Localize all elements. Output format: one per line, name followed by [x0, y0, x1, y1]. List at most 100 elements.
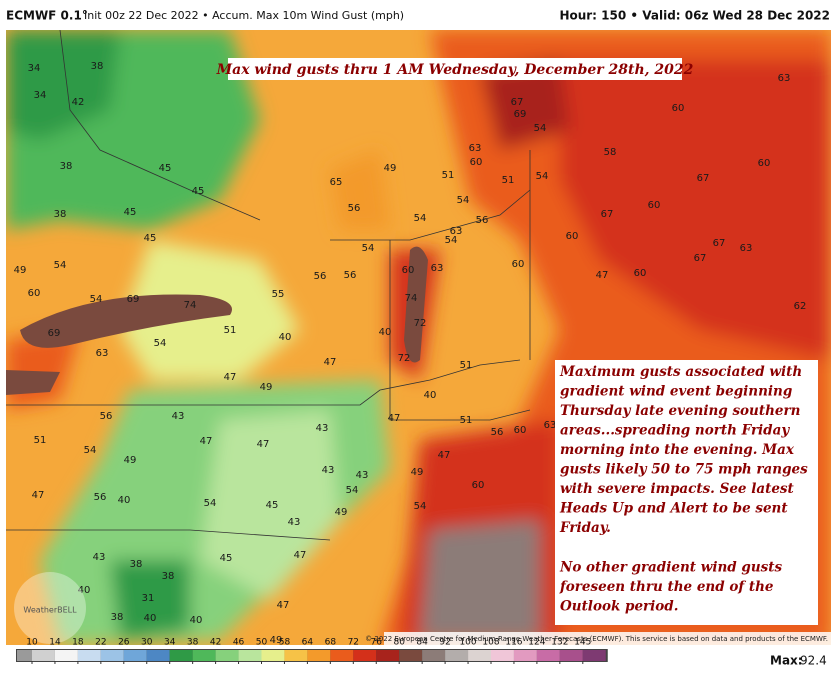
- colorbar-swatch: [330, 650, 354, 661]
- colorbar-tick-label: 100: [459, 638, 476, 648]
- gust-label: 49: [124, 455, 137, 466]
- colorbar-tick-label: 38: [187, 638, 199, 648]
- gust-label: 51: [224, 325, 237, 336]
- gust-label: 51: [34, 435, 47, 446]
- gust-label: 38: [130, 559, 143, 570]
- gust-label: 67: [713, 238, 726, 249]
- gust-label: 40: [279, 332, 292, 343]
- mountain-max: [404, 246, 428, 363]
- header-bar: [0, 0, 837, 30]
- note-line: Thursday late evening southern: [560, 403, 800, 419]
- colorbar-tick-label: 58: [279, 638, 291, 648]
- map-title: Max wind gusts thru 1 AM Wednesday, Dece…: [216, 62, 694, 78]
- gust-label: 60: [648, 200, 661, 211]
- gust-label: 40: [379, 327, 392, 338]
- gust-label: 47: [324, 357, 337, 368]
- gust-label: 60: [28, 288, 41, 299]
- colorbar-swatch: [261, 650, 285, 661]
- gust-label: 38: [91, 61, 104, 72]
- gust-label: 56: [476, 215, 489, 226]
- gust-label: 63: [469, 143, 482, 154]
- header-model: ECMWF 0.1°: [6, 9, 88, 23]
- gust-label: 49: [270, 635, 283, 646]
- gust-label: 47: [200, 436, 213, 447]
- colorbar-swatch: [123, 650, 147, 661]
- gust-label: 40: [144, 613, 157, 624]
- gust-label: 45: [220, 553, 233, 564]
- gust-label: 72: [414, 318, 427, 329]
- gust-label: 40: [78, 585, 91, 596]
- gust-label: 54: [204, 498, 217, 509]
- colorbar-swatch: [513, 650, 537, 661]
- gust-label: 47: [388, 413, 401, 424]
- colorbar-swatch: [376, 650, 400, 661]
- gust-label: 47: [438, 450, 451, 461]
- colorbar-tick-label: 50: [256, 638, 268, 648]
- gust-label: 47: [32, 490, 45, 501]
- gust-label: 56: [314, 271, 327, 282]
- max-value: 92.4: [800, 654, 827, 668]
- gust-label: 54: [534, 123, 547, 134]
- gust-label: 51: [460, 415, 473, 426]
- colorbar-tick-label: 18: [72, 638, 84, 648]
- colorbar-swatch: [215, 650, 239, 661]
- note-line: foreseen thru the end of the: [559, 579, 774, 595]
- colorbar-swatch: [582, 650, 606, 661]
- gust-label: 38: [54, 209, 67, 220]
- gust-label: 51: [460, 360, 473, 371]
- gust-label: 60: [672, 103, 685, 114]
- gust-label: 54: [414, 213, 427, 224]
- gust-label: 67: [511, 97, 524, 108]
- note-line: gradient wind event beginning: [560, 384, 792, 400]
- colorbar-tick-label: 22: [95, 638, 106, 648]
- gust-label: 47: [257, 439, 270, 450]
- gust-label: 67: [694, 253, 707, 264]
- gust-label: 74: [405, 293, 418, 304]
- lake-shore-max: [6, 370, 60, 395]
- gust-label: 54: [154, 338, 167, 349]
- gust-label: 45: [192, 186, 205, 197]
- gust-label: 43: [316, 423, 329, 434]
- gust-label: 45: [266, 500, 279, 511]
- gust-label: 45: [144, 233, 157, 244]
- gust-label: 40: [424, 390, 437, 401]
- colorbar-swatch: [536, 650, 560, 661]
- colorbar-swatch: [491, 650, 514, 661]
- colorbar-swatch: [445, 650, 469, 661]
- logo-badge: [14, 572, 86, 644]
- colorbar-swatch: [468, 650, 491, 661]
- gust-label: 43: [288, 517, 301, 528]
- gust-label: 56: [94, 492, 107, 503]
- header-title: Init 00z 22 Dec 2022 • Accum. Max 10m Wi…: [84, 9, 404, 22]
- gust-label: 63: [778, 73, 791, 84]
- gust-label: 63: [450, 226, 463, 237]
- colorbar-tick-label: 92: [439, 638, 450, 648]
- gust-label: 42: [72, 97, 85, 108]
- gust-label: 60: [566, 231, 579, 242]
- gust-label: 65: [330, 177, 343, 188]
- copyright-bg: [384, 632, 831, 645]
- note-line: Maximum gusts associated with: [559, 364, 802, 380]
- colorbar-tick-label: 68: [325, 638, 337, 648]
- gust-label: 56: [344, 270, 357, 281]
- colorbar: 10 14 18 22 26 30 34 38 42 46 50 58 64 68 72 76 80 84 92 10…: [16, 638, 608, 664]
- colorbar-tick-label: 26: [118, 638, 130, 648]
- colorbar-tick-label: 132: [551, 638, 568, 648]
- gust-label: 67: [697, 173, 710, 184]
- colorbar-swatch: [17, 650, 32, 661]
- gust-label: 60: [512, 259, 525, 270]
- gust-label: 38: [111, 612, 124, 623]
- gust-label: 49: [384, 163, 397, 174]
- colorbar-swatch: [422, 650, 446, 661]
- gust-label: 49: [14, 265, 27, 276]
- gust-label: 47: [277, 600, 290, 611]
- note-line: No other gradient wind gusts: [559, 560, 783, 576]
- colorbar-tick-label: 84: [416, 638, 428, 648]
- gust-label: 56: [100, 411, 113, 422]
- gust-label: 47: [596, 270, 609, 281]
- gust-label: 56: [348, 203, 361, 214]
- note-line: Friday.: [559, 520, 611, 536]
- colorbar-swatch: [54, 650, 78, 661]
- gust-label: 63: [740, 243, 753, 254]
